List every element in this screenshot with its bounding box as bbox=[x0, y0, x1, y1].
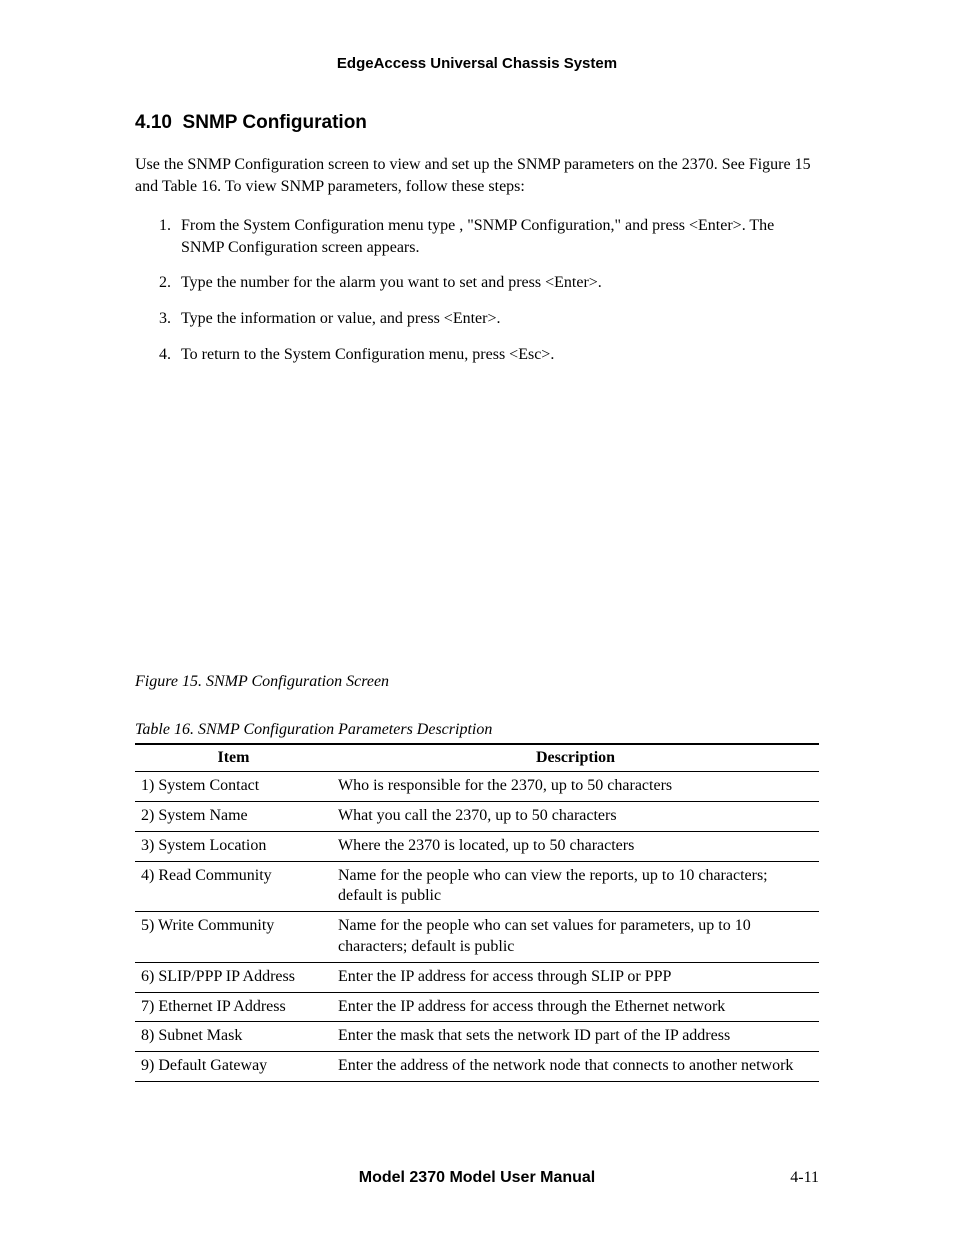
table-cell-desc: Name for the people who can view the rep… bbox=[332, 861, 819, 912]
table-cell-desc: Enter the mask that sets the network ID … bbox=[332, 1022, 819, 1052]
page-footer: Model 2370 Model User Manual 4-11 bbox=[135, 1169, 819, 1187]
table-cell-item: 2) System Name bbox=[135, 801, 332, 831]
table-cell-desc: Who is responsible for the 2370, up to 5… bbox=[332, 772, 819, 802]
section-intro: Use the SNMP Configuration screen to vie… bbox=[135, 154, 819, 197]
table-row: 6) SLIP/PPP IP Address Enter the IP addr… bbox=[135, 962, 819, 992]
figure-caption: Figure 15. SNMP Configuration Screen bbox=[135, 673, 819, 691]
footer-page-number: 4-11 bbox=[790, 1169, 819, 1187]
table-cell-item: 4) Read Community bbox=[135, 861, 332, 912]
table-row: 4) Read Community Name for the people wh… bbox=[135, 861, 819, 912]
table-cell-item: 6) SLIP/PPP IP Address bbox=[135, 962, 332, 992]
table-row: 9) Default Gateway Enter the address of … bbox=[135, 1052, 819, 1082]
table-cell-desc: What you call the 2370, up to 50 charact… bbox=[332, 801, 819, 831]
table-header-description: Description bbox=[332, 744, 819, 772]
table-cell-item: 7) Ethernet IP Address bbox=[135, 992, 332, 1022]
table-cell-item: 3) System Location bbox=[135, 831, 332, 861]
table-cell-desc: Enter the IP address for access through … bbox=[332, 962, 819, 992]
table-row: 5) Write Community Name for the people w… bbox=[135, 912, 819, 963]
table-cell-desc: Where the 2370 is located, up to 50 char… bbox=[332, 831, 819, 861]
table-cell-item: 9) Default Gateway bbox=[135, 1052, 332, 1082]
table-caption: Table 16. SNMP Configuration Parameters … bbox=[135, 721, 819, 739]
table-cell-item: 1) System Contact bbox=[135, 772, 332, 802]
figure-placeholder bbox=[135, 383, 819, 673]
table-row: 2) System Name What you call the 2370, u… bbox=[135, 801, 819, 831]
table-cell-desc: Name for the people who can set values f… bbox=[332, 912, 819, 963]
table-row: 8) Subnet Mask Enter the mask that sets … bbox=[135, 1022, 819, 1052]
table-cell-desc: Enter the IP address for access through … bbox=[332, 992, 819, 1022]
table-cell-item: 5) Write Community bbox=[135, 912, 332, 963]
table-row: 1) System Contact Who is responsible for… bbox=[135, 772, 819, 802]
table-cell-item: 8) Subnet Mask bbox=[135, 1022, 332, 1052]
section-heading: 4.10 SNMP Configuration bbox=[135, 112, 819, 134]
footer-title: Model 2370 Model User Manual bbox=[135, 1169, 819, 1187]
step-item: To return to the System Configuration me… bbox=[175, 344, 819, 366]
table-header-row: Item Description bbox=[135, 744, 819, 772]
step-item: Type the information or value, and press… bbox=[175, 308, 819, 330]
table-row: 7) Ethernet IP Address Enter the IP addr… bbox=[135, 992, 819, 1022]
section-title: SNMP Configuration bbox=[183, 112, 367, 133]
steps-list: From the System Configuration menu type … bbox=[135, 215, 819, 365]
table-cell-desc: Enter the address of the network node th… bbox=[332, 1052, 819, 1082]
table-row: 3) System Location Where the 2370 is loc… bbox=[135, 831, 819, 861]
document-page: EdgeAccess Universal Chassis System 4.10… bbox=[0, 0, 954, 1235]
step-item: From the System Configuration menu type … bbox=[175, 215, 819, 258]
step-item: Type the number for the alarm you want t… bbox=[175, 272, 819, 294]
running-header: EdgeAccess Universal Chassis System bbox=[135, 55, 819, 72]
table-header-item: Item bbox=[135, 744, 332, 772]
parameters-table: Item Description 1) System Contact Who i… bbox=[135, 743, 819, 1082]
section-number: 4.10 bbox=[135, 112, 172, 133]
